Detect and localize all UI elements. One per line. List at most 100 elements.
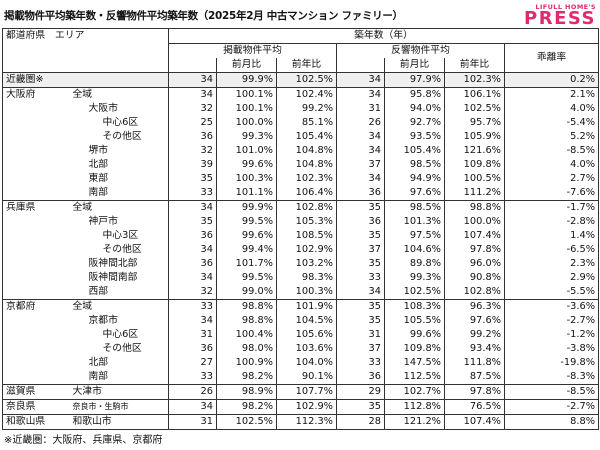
table-row: 阪神間南部 34 99.5% 98.3% 33 99.3% 90.8% 2.9% (3, 271, 599, 285)
listing-yoy-cell: 104.8% (276, 144, 337, 158)
header-listing: 掲載物件平均 (168, 43, 337, 58)
listing-yoy-cell: 103.2% (276, 257, 337, 271)
response-age-cell: 29 (336, 384, 385, 400)
response-age-cell: 34 (368, 286, 381, 297)
listing-yoy-cell: 104.8% (276, 158, 337, 172)
pref-cell: 滋賀県 (2, 384, 51, 400)
response-age-cell: 35 (336, 200, 385, 215)
table-row: 堺市 32 101.0% 104.8% 34 105.4% 121.6% -8.5% (3, 144, 599, 158)
response-mom-cell: 99.6% (384, 328, 445, 342)
response-age-cell: 35 (368, 230, 381, 241)
response-age-cell: 36 (368, 216, 381, 227)
listing-mom-cell: 100.9% (216, 356, 277, 370)
listing-age-cell: 34 (168, 399, 217, 415)
listing-mom-cell: 102.5% (216, 414, 277, 430)
brand-logo: LIFULL HOME'S PRESS (524, 3, 596, 28)
area-cell: 大阪市 (50, 102, 169, 116)
response-yoy-cell: 87.5% (444, 370, 505, 385)
table-row: 奈良県 奈良市・生駒市 34 98.2% 102.9% 35 112.8% 76.5% -2.7… (2, 399, 599, 415)
listing-yoy-cell: 90.1% (276, 370, 337, 385)
response-age-cell: 34 (368, 173, 381, 184)
gap-rate-cell: 2.7% (570, 173, 596, 184)
gap-rate-cell: 2.1% (504, 87, 599, 102)
response-age-cell: 31 (368, 329, 381, 340)
brand-logo-small: LIFULL HOME'S (535, 3, 596, 11)
table-row: 滋賀県 大津市 26 98.9% 107.7% 29 102.7% 97.8% -8.5% (2, 384, 599, 400)
listing-mom-cell: 98.0% (216, 342, 277, 356)
area-cell: 西部 (50, 285, 169, 300)
area-cell: 南部 (50, 186, 169, 201)
area-cell: その他区 (50, 342, 169, 356)
response-yoy-cell: 99.2% (444, 328, 505, 342)
listing-age-cell: 34 (200, 244, 213, 255)
listing-yoy-cell: 106.4% (276, 186, 337, 201)
listing-age-cell: 34 (200, 315, 213, 326)
listing-mom-cell: 99.4% (216, 243, 277, 257)
response-mom-cell: 95.8% (384, 87, 445, 102)
listing-age-cell: 27 (200, 357, 213, 368)
response-yoy-cell: 100.0% (444, 215, 505, 229)
response-yoy-cell: 121.6% (444, 144, 505, 158)
response-mom-cell: 92.7% (384, 116, 445, 130)
footnote: ※近畿圏：大阪府、兵庫県、京都府 (4, 435, 163, 446)
listing-age-cell: 34 (168, 87, 217, 102)
table-row: 神戸市 35 99.5% 105.3% 36 101.3% 100.0% -2.8% (3, 215, 599, 229)
table-row: 西部 32 99.0% 100.3% 34 102.5% 102.8% -5.5% (3, 285, 599, 300)
listing-age-cell: 36 (200, 230, 213, 241)
response-mom-cell: 99.3% (384, 271, 445, 285)
pref-cell: 奈良県 (2, 399, 51, 415)
response-mom-cell: 104.6% (384, 243, 445, 257)
area-cell: 京都市 (50, 314, 169, 328)
table-row: 南部 33 101.1% 106.4% 36 97.6% 111.2% -7.6% (3, 186, 599, 201)
listing-yoy-cell: 102.3% (276, 172, 337, 186)
listing-yoy-cell: 105.6% (276, 328, 337, 342)
table-row: 東部 35 100.3% 102.3% 34 94.9% 100.5% 2.7% (3, 172, 599, 186)
listing-yoy-cell: 104.0% (276, 356, 337, 370)
pref-cell: 近畿圏※ (2, 72, 51, 88)
table-row: 中心6区 31 100.4% 105.6% 31 99.6% 99.2% -1.2% (3, 328, 599, 342)
response-mom-cell: 101.3% (384, 215, 445, 229)
gap-rate-cell: -6.5% (566, 244, 596, 255)
table-row: 中心6区 25 100.0% 85.1% 26 92.7% 95.7% -5.4% (3, 116, 599, 130)
pref-cell (3, 130, 51, 144)
table-row: 近畿圏※ 34 99.9% 102.5% 34 97.9% 102.3% 0.2% (2, 72, 599, 88)
pref-cell (3, 356, 51, 370)
response-yoy-cell: 106.1% (444, 87, 505, 102)
response-mom-cell: 97.5% (384, 229, 445, 243)
table-row: 中心3区 36 99.6% 108.5% 35 97.5% 107.4% 1.4% (3, 229, 599, 243)
header-response-mom: 前月比 (384, 58, 445, 73)
response-age-cell: 28 (336, 414, 385, 430)
pref-cell (3, 257, 51, 271)
pref-cell: 京都府 (2, 299, 51, 314)
response-yoy-cell: 102.3% (444, 72, 505, 88)
response-mom-cell: 98.5% (384, 200, 445, 215)
listing-yoy-cell: 102.4% (276, 87, 337, 102)
gap-rate-cell: 0.2% (504, 72, 599, 88)
listing-yoy-cell: 101.9% (276, 299, 337, 314)
pref-cell (3, 229, 51, 243)
response-yoy-cell: 97.6% (444, 314, 505, 328)
table-row: 京都府 全域 33 98.8% 101.9% 35 108.3% 96.3% -3.6% (2, 299, 599, 314)
table-row: 京都市 34 98.8% 104.5% 35 105.5% 97.6% -2.7% (3, 314, 599, 328)
listing-age-cell: 34 (168, 200, 217, 215)
response-mom-cell: 112.5% (384, 370, 445, 385)
area-cell: 阪神間南部 (50, 271, 169, 285)
table-row: 和歌山県 和歌山市 31 102.5% 112.3% 28 121.2% 107.4% 8.8% (2, 414, 599, 430)
gap-rate-cell: -2.8% (566, 216, 596, 227)
gap-rate-cell: -2.7% (504, 399, 599, 415)
pref-cell: 兵庫県 (2, 200, 51, 215)
response-yoy-cell: 109.8% (444, 158, 505, 172)
pref-cell (3, 172, 51, 186)
table-row: 北部 39 99.6% 104.8% 37 98.5% 109.8% 4.0% (3, 158, 599, 172)
listing-age-cell: 31 (168, 414, 217, 430)
pref-cell (3, 243, 51, 257)
gap-rate-cell: 8.8% (504, 414, 599, 430)
header-response-yoy: 前年比 (444, 58, 505, 73)
table-row: 南部 33 98.2% 90.1% 36 112.5% 87.5% -8.3% (3, 370, 599, 385)
listing-yoy-cell: 98.3% (276, 271, 337, 285)
response-mom-cell: 93.5% (384, 130, 445, 144)
response-age-cell: 37 (368, 159, 381, 170)
response-age-cell: 34 (336, 87, 385, 102)
response-mom-cell: 102.5% (384, 285, 445, 300)
listing-yoy-cell: 105.4% (276, 130, 337, 144)
